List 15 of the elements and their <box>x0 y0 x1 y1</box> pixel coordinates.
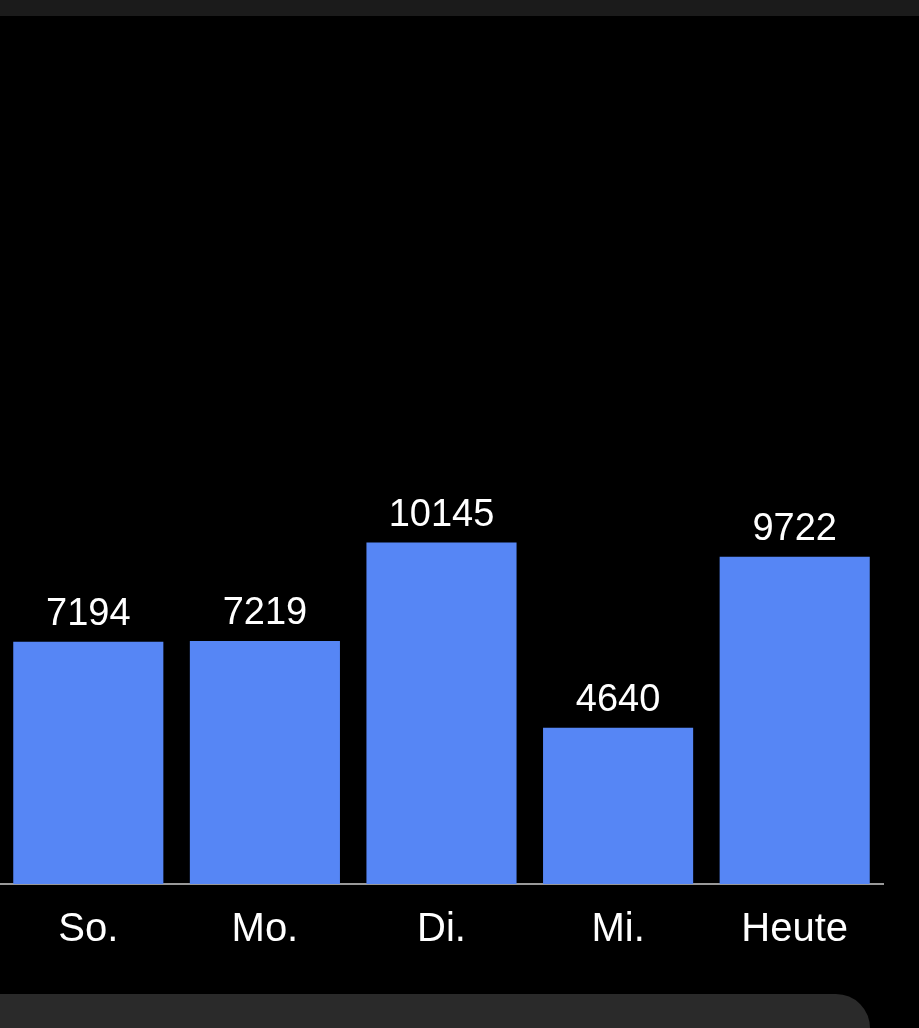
bar <box>719 556 870 884</box>
data-label: 7219 <box>222 590 308 633</box>
x-tick-label: So. <box>58 905 119 950</box>
data-label: 10145 <box>388 491 495 534</box>
x-tick-label: Heute <box>741 905 849 950</box>
bar <box>366 542 517 884</box>
bar <box>543 727 694 884</box>
x-tick-label: Di. <box>417 905 466 950</box>
data-label: 7194 <box>46 591 131 634</box>
bar <box>189 640 340 884</box>
x-tick-label: Mo. <box>231 905 299 950</box>
x-tick-label: Mi. <box>591 905 645 950</box>
data-label: 4640 <box>575 677 661 720</box>
bar <box>13 641 164 884</box>
data-label: 9722 <box>752 506 837 549</box>
